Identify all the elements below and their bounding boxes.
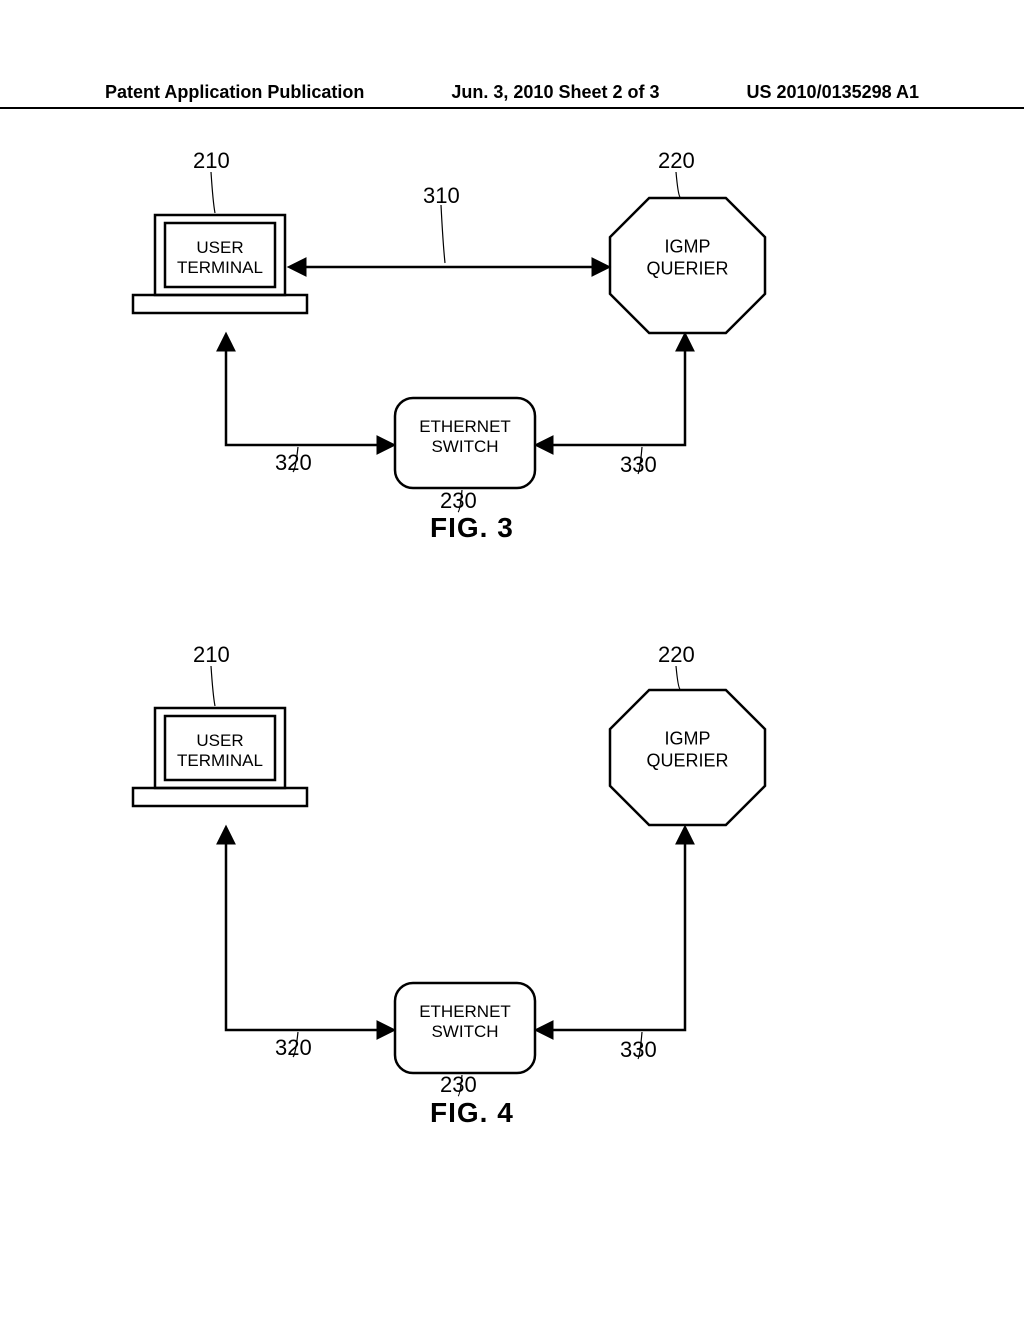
fig4-lead-210 [211, 666, 215, 706]
fig3-igmp-node-label: IGMP [664, 237, 710, 257]
fig3-label: FIG. 3 [430, 512, 514, 543]
diagram-canvas: USERTERMINAL210IGMPQUERIER220ETHERNETSWI… [0, 0, 1024, 1320]
fig3-ref-230: 230 [440, 488, 477, 513]
fig4-switch-node-label: SWITCH [431, 1022, 498, 1041]
fig3-edge-e330 [537, 335, 685, 445]
fig4-ref-230: 230 [440, 1072, 477, 1097]
fig3-ref-220: 220 [658, 148, 695, 173]
fig4-label: FIG. 4 [430, 1097, 514, 1128]
fig4-igmp-node-label: IGMP [664, 729, 710, 749]
fig4-user-node: USERTERMINAL [133, 708, 307, 806]
fig3-user-node-label: USER [196, 238, 243, 257]
page: Patent Application Publication Jun. 3, 2… [0, 0, 1024, 1320]
fig4-ref-220: 220 [658, 642, 695, 667]
fig3-ref-310: 310 [423, 183, 460, 208]
fig3-user-node-label: TERMINAL [177, 258, 263, 277]
fig3-lead-210 [211, 172, 215, 213]
fig3-lead-310 [441, 205, 445, 263]
fig3-switch-node: ETHERNETSWITCH [395, 398, 535, 488]
fig4-igmp-node-label: QUERIER [646, 751, 728, 771]
fig3-switch-node-label: SWITCH [431, 437, 498, 456]
fig4-edge-e320 [226, 828, 393, 1030]
fig3-edge-e320 [226, 335, 393, 445]
fig3-ref-210: 210 [193, 148, 230, 173]
fig3-igmp-node: IGMPQUERIER [610, 198, 765, 333]
fig4-user-node-label: USER [196, 731, 243, 750]
fig4-edge-e330 [537, 828, 685, 1030]
fig3-igmp-node-label: QUERIER [646, 259, 728, 279]
fig4-switch-node: ETHERNETSWITCH [395, 983, 535, 1073]
fig4-lead-220 [676, 666, 680, 689]
fig3-user-node: USERTERMINAL [133, 215, 307, 313]
fig4-igmp-node: IGMPQUERIER [610, 690, 765, 825]
fig4-switch-node-label: ETHERNET [419, 1002, 511, 1021]
fig4-ref-210: 210 [193, 642, 230, 667]
fig3-switch-node-label: ETHERNET [419, 417, 511, 436]
fig4-user-node-label: TERMINAL [177, 751, 263, 770]
fig3-lead-220 [676, 172, 680, 197]
